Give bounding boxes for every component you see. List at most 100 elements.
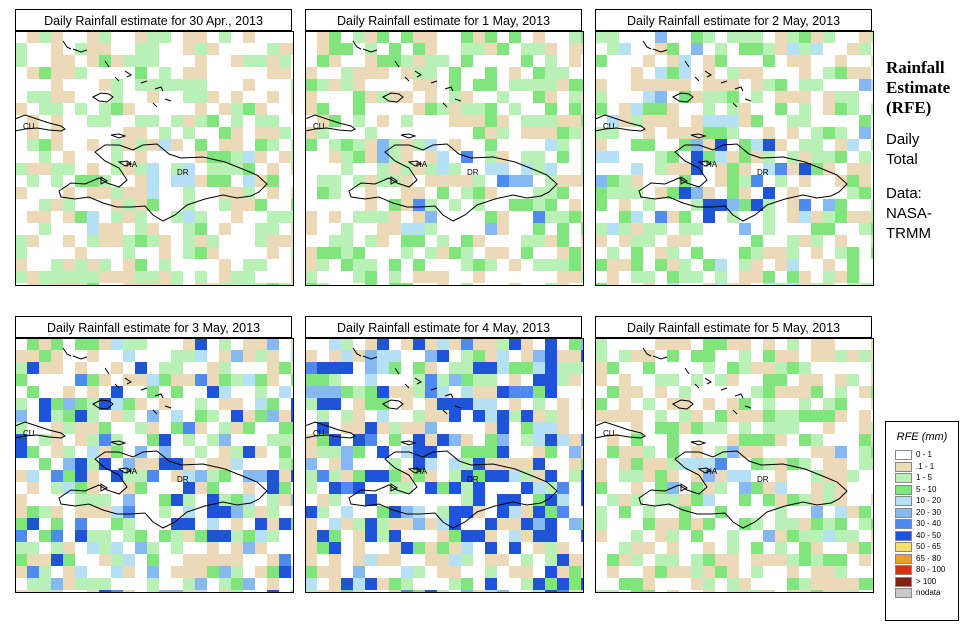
coastline (117, 467, 133, 474)
rainfall-cell (643, 199, 655, 211)
rainfall-cell (655, 338, 667, 350)
rainfall-cell (437, 175, 449, 187)
rainfall-cell (147, 175, 159, 187)
coastline (152, 409, 158, 415)
rainfall-cell (147, 422, 159, 434)
rainfall-cell (581, 139, 584, 151)
coastline (400, 440, 417, 446)
rainfall-cell (341, 151, 353, 163)
rainfall-cell (305, 91, 317, 103)
rainfall-cell (811, 139, 823, 151)
rainfall-cell (389, 199, 401, 211)
rainfall-cell (545, 283, 557, 286)
rainfall-cell (243, 259, 255, 271)
rainfall-cell (619, 43, 631, 55)
rainfall-cell (763, 590, 775, 593)
rainfall-cell (461, 103, 473, 115)
rainfall-cell (413, 566, 425, 578)
rainfall-cell (87, 223, 99, 235)
rainfall-cell (377, 530, 389, 542)
rainfall-cell (123, 410, 135, 422)
rainfall-cell (799, 283, 811, 286)
rainfall-cell (51, 590, 63, 593)
rainfall-cell (183, 374, 195, 386)
rainfall-cell (643, 362, 655, 374)
rainfall-cell (317, 127, 329, 139)
rainfall-cell (15, 566, 27, 578)
rainfall-cell (533, 31, 545, 43)
rainfall-cell (497, 458, 509, 470)
rainfall-cell (147, 115, 159, 127)
rainfall-cell (135, 223, 147, 235)
rainfall-cell (231, 374, 243, 386)
rainfall-cell (557, 271, 569, 283)
product-title-line: (RFE) (886, 98, 932, 117)
rainfall-cell (135, 271, 147, 283)
rainfall-cell (775, 103, 787, 115)
rainfall-cell (329, 187, 341, 199)
rainfall-cell (595, 470, 607, 482)
rainfall-cell (135, 43, 147, 55)
rainfall-cell (679, 458, 691, 470)
rainfall-cell (99, 530, 111, 542)
rainfall-cell (195, 223, 207, 235)
rainfall-cell (497, 506, 509, 518)
rainfall-cell (51, 350, 63, 362)
rainfall-cell (425, 422, 437, 434)
rainfall-cell (123, 374, 135, 386)
rainfall-cell (111, 55, 123, 67)
coastline (15, 114, 66, 132)
rainfall-cell (401, 67, 413, 79)
rainfall-cell (557, 175, 569, 187)
rainfall-cell (835, 199, 847, 211)
rainfall-cell (425, 434, 437, 446)
rainfall-cell (353, 151, 365, 163)
rainfall-cell (111, 103, 123, 115)
rainfall-cell (521, 43, 533, 55)
rainfall-cell (159, 434, 171, 446)
rainfall-cell (63, 151, 75, 163)
rainfall-cell (473, 506, 485, 518)
rainfall-cell (739, 410, 751, 422)
rainfall-cell (147, 139, 159, 151)
rainfall-cell (835, 67, 847, 79)
rainfall-cell (267, 578, 279, 590)
rainfall-cell (329, 542, 341, 554)
rainfall-cell (183, 211, 195, 223)
rainfall-cell (533, 235, 545, 247)
rainfall-cell (195, 350, 207, 362)
rainfall-cell (679, 518, 691, 530)
rainfall-cell (667, 271, 679, 283)
rainfall-cell (643, 590, 655, 593)
rainfall-cell (135, 470, 147, 482)
coastline (414, 377, 422, 385)
rainfall-cell (291, 494, 294, 506)
rainfall-cell (111, 235, 123, 247)
rainfall-cell (859, 115, 871, 127)
rainfall-cell (219, 554, 231, 566)
rainfall-cell (485, 31, 497, 43)
rainfall-cell (87, 410, 99, 422)
rainfall-cell (739, 103, 751, 115)
rainfall-cell (39, 67, 51, 79)
rainfall-cell (679, 79, 691, 91)
rainfall-cell (473, 386, 485, 398)
legend-swatch (895, 473, 912, 483)
rainfall-cell (595, 350, 607, 362)
rainfall-cell (437, 163, 449, 175)
coastline (697, 160, 713, 167)
rainfall-cell (39, 566, 51, 578)
rainfall-cell (111, 554, 123, 566)
rainfall-cell (619, 494, 631, 506)
rainfall-cell (27, 386, 39, 398)
rainfall-cell (243, 175, 255, 187)
rainfall-cell (595, 79, 607, 91)
rainfall-cell (473, 115, 485, 127)
rainfall-cell (569, 175, 581, 187)
rainfall-cell (449, 139, 461, 151)
rainfall-cell (219, 362, 231, 374)
rainfall-cell (595, 223, 607, 235)
rainfall-cell (485, 566, 497, 578)
rainfall-cell (727, 91, 739, 103)
legend-label: 20 - 30 (916, 507, 941, 517)
